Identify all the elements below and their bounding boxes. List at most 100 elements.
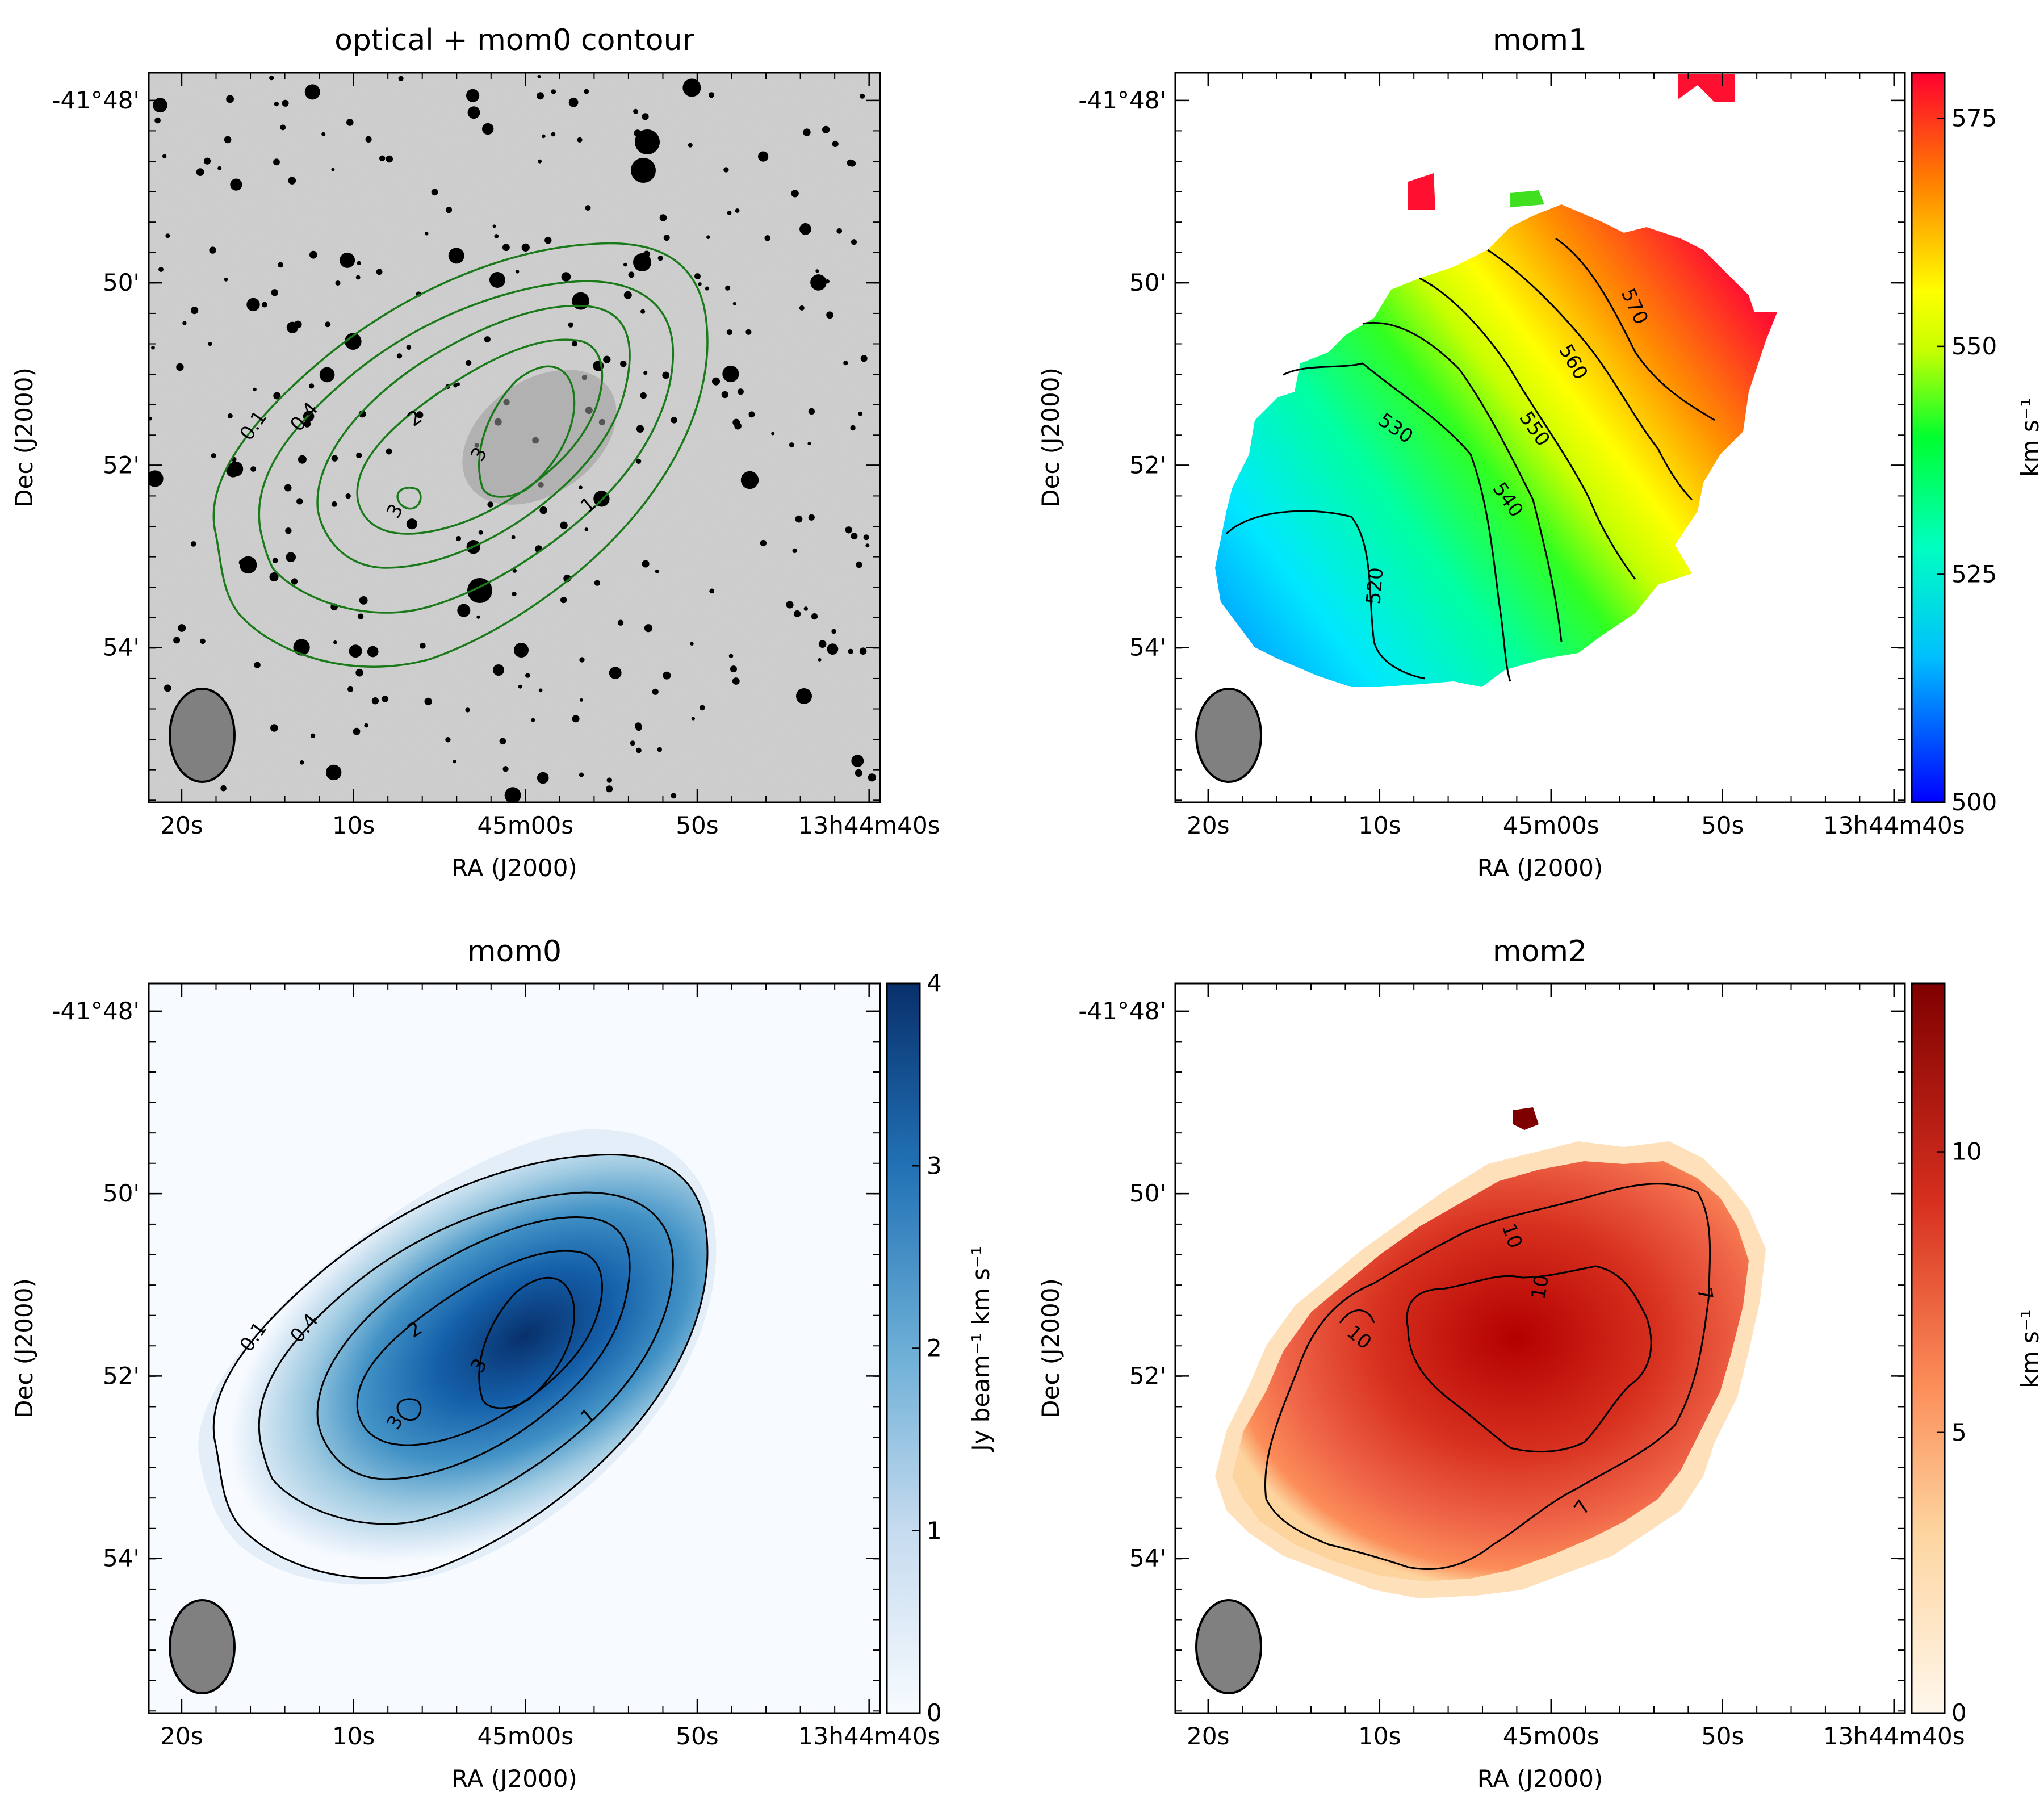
star xyxy=(706,235,710,240)
star xyxy=(856,561,862,568)
star xyxy=(691,717,695,721)
star xyxy=(577,137,583,143)
y-tick-label: 54' xyxy=(103,634,140,662)
star xyxy=(585,205,591,211)
x-tick-label: 45m00s xyxy=(1503,1722,1599,1750)
star xyxy=(811,613,818,620)
star xyxy=(278,262,283,268)
y-tick-label: 52' xyxy=(1129,1362,1166,1389)
star xyxy=(722,365,739,383)
star xyxy=(333,640,337,644)
star xyxy=(340,252,355,268)
star xyxy=(379,155,386,161)
contour-3-b xyxy=(396,487,422,510)
star xyxy=(492,224,496,228)
y-tick-label: 50' xyxy=(1129,1179,1166,1207)
star xyxy=(209,246,216,254)
star xyxy=(579,485,583,489)
star xyxy=(285,527,292,534)
axes-panel-1: 20s 10s 45m00s 50s 13h44m40s -41°48' 50' 52' 54'… xyxy=(10,73,940,882)
star xyxy=(165,233,170,238)
star xyxy=(254,662,261,668)
x-tick-label: 50s xyxy=(676,1722,718,1750)
star xyxy=(538,159,542,164)
star xyxy=(682,78,701,97)
star xyxy=(398,76,404,81)
velocity-blob-green xyxy=(1510,190,1544,207)
colorbar-tick-label: 5 xyxy=(1951,1418,1967,1446)
star xyxy=(705,286,710,291)
star xyxy=(791,190,799,198)
star xyxy=(860,93,865,99)
star xyxy=(606,785,613,793)
axes-layer: 20s 10s 45m00s 50s 13h44m40s -41°48' 50' 52' 54'… xyxy=(10,73,1997,1793)
panel-mom2-title: mom2 xyxy=(1493,935,1587,969)
star xyxy=(544,237,552,244)
star xyxy=(153,98,167,113)
star xyxy=(453,760,456,764)
star xyxy=(406,518,418,530)
star xyxy=(831,629,836,634)
star xyxy=(499,738,506,745)
star xyxy=(808,514,815,521)
x-tick-label: 50s xyxy=(1701,1722,1744,1750)
star xyxy=(636,747,642,753)
x-tick-label: 10s xyxy=(332,1722,375,1750)
star xyxy=(584,527,589,531)
star xyxy=(347,686,354,692)
star xyxy=(220,785,227,792)
star xyxy=(386,155,393,163)
star xyxy=(466,89,480,102)
star xyxy=(448,248,464,264)
star xyxy=(808,408,815,415)
star xyxy=(737,388,744,395)
star xyxy=(457,604,471,617)
panel-mom0-title: mom0 xyxy=(467,935,562,969)
x-tick-label: 50s xyxy=(1701,811,1744,839)
star xyxy=(335,280,341,286)
star xyxy=(623,262,627,267)
star xyxy=(630,740,635,746)
y-tick-label: 54' xyxy=(1129,1544,1166,1572)
star xyxy=(636,425,644,433)
star xyxy=(726,329,732,336)
star xyxy=(662,371,670,379)
star xyxy=(568,322,573,328)
star xyxy=(572,341,577,347)
panel-optical-frame xyxy=(148,72,881,803)
star xyxy=(795,515,803,523)
star xyxy=(416,411,424,418)
star xyxy=(173,637,181,644)
star xyxy=(149,470,164,487)
bright-star xyxy=(493,664,504,676)
star xyxy=(204,157,211,165)
star xyxy=(734,422,742,430)
star xyxy=(357,261,361,265)
x-tick-label: 20s xyxy=(1187,811,1229,839)
velocity-blob-red-small xyxy=(1408,173,1435,210)
star xyxy=(551,132,556,137)
star xyxy=(850,425,856,431)
star xyxy=(671,417,677,424)
beam-ellipse xyxy=(169,1599,236,1694)
beam-ellipse xyxy=(1195,1599,1262,1694)
star xyxy=(284,484,292,492)
star xyxy=(319,367,335,383)
y-tick-label: 50' xyxy=(103,269,140,296)
velocity-blob-red-top xyxy=(1678,74,1735,102)
star xyxy=(709,92,714,98)
star xyxy=(512,591,517,597)
x-tick-label: 45m00s xyxy=(477,1722,573,1750)
star xyxy=(456,382,460,386)
star xyxy=(331,455,338,462)
star xyxy=(321,132,326,136)
star xyxy=(293,639,310,656)
star xyxy=(467,106,480,119)
x-tick-label: 10s xyxy=(1358,811,1401,839)
star xyxy=(511,535,516,539)
star xyxy=(386,448,392,455)
star xyxy=(531,718,535,722)
star xyxy=(732,302,736,305)
colorbar-tick-label: 575 xyxy=(1951,104,1997,132)
star xyxy=(851,533,858,540)
